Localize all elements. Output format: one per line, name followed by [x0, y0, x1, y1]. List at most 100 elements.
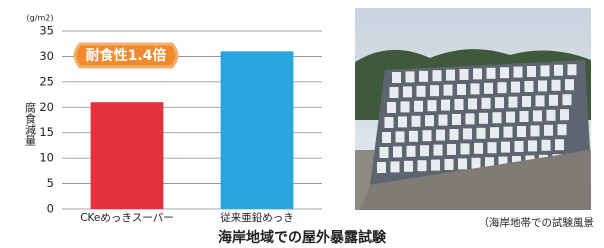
- photo-panel: [441, 100, 450, 111]
- photo-panel: [536, 95, 545, 106]
- photo-panel: [460, 69, 469, 80]
- photo-panel: [423, 130, 432, 141]
- photo-panel: [473, 68, 482, 79]
- photo: [355, 8, 591, 210]
- y-tick-label: 5: [47, 176, 54, 190]
- photo-panel: [404, 161, 413, 172]
- photo-panel: [382, 132, 391, 143]
- photo-panel: [409, 131, 418, 142]
- photo-panel: [506, 112, 515, 123]
- photo-panel: [403, 86, 412, 97]
- photo-panel: [430, 85, 439, 96]
- photo-panel: [472, 158, 481, 169]
- photo-panel: [493, 112, 502, 123]
- photo-panel: [391, 161, 400, 172]
- photo-panel: [522, 96, 531, 107]
- photo-panel: [390, 87, 399, 98]
- photo-panel: [418, 160, 427, 171]
- photo-panel: [474, 143, 483, 154]
- photo-panel: [455, 99, 464, 110]
- y-tick-label: 10: [39, 151, 54, 165]
- photo-panel: [511, 82, 520, 93]
- photo-panel: [488, 142, 497, 153]
- photo-panel: [468, 98, 477, 109]
- photo-panel: [377, 162, 386, 173]
- photo-panel: [445, 159, 454, 170]
- photo-panel: [450, 129, 459, 140]
- photo-panel: [531, 125, 540, 136]
- photo-panel: [457, 84, 466, 95]
- photo-panel: [419, 71, 428, 82]
- y-tick-label: 25: [39, 74, 54, 88]
- y-tick-label: 0: [47, 202, 54, 216]
- photo-panel: [458, 158, 467, 169]
- photo-panel: [447, 144, 456, 155]
- photo-panel: [471, 83, 480, 94]
- badge: 耐食性1.4倍: [75, 44, 177, 67]
- photo-panel: [555, 139, 564, 150]
- photo-panel: [549, 95, 558, 106]
- photo-panel: [487, 68, 496, 79]
- photo-panel: [528, 140, 537, 151]
- photo-panel: [547, 110, 556, 121]
- photo-panel: [520, 111, 529, 122]
- photo-panel: [541, 65, 550, 76]
- photo-panel: [417, 86, 426, 97]
- photo-panel: [392, 72, 401, 83]
- photo-panel: [428, 100, 437, 111]
- photo-panel: [407, 146, 416, 157]
- photo-panel: [495, 97, 504, 108]
- photo-caption: （海岸地帯での試験風景: [479, 216, 595, 229]
- photo-panel: [500, 67, 509, 78]
- photo-panel: [490, 127, 499, 138]
- photo-panel: [463, 128, 472, 139]
- photo-panel: [552, 80, 561, 91]
- x-tick-label: 従来亜鉛めっき: [220, 211, 294, 224]
- photo-panel: [542, 140, 551, 151]
- photo-panel: [514, 67, 523, 78]
- photo-panel: [501, 142, 510, 153]
- bar: [221, 51, 294, 209]
- y-tick-label: 30: [39, 49, 54, 63]
- photo-panel: [398, 116, 407, 127]
- photo-panel: [554, 65, 563, 76]
- x-tick-label: CKeめっきスーパー: [80, 212, 174, 224]
- photo-panel: [533, 110, 542, 121]
- photo-panel: [401, 101, 410, 112]
- photo-panel: [504, 127, 513, 138]
- photo-panel: [431, 160, 440, 171]
- photo-panel: [433, 70, 442, 81]
- photo-panel: [544, 125, 553, 136]
- photo-panel: [412, 116, 421, 127]
- unit-label: (g/m2): [27, 14, 54, 23]
- photo-panel: [525, 81, 534, 92]
- annotation: 耐食性1.4倍: [86, 47, 167, 64]
- photo-panel: [515, 141, 524, 152]
- photo-panel: [436, 130, 445, 141]
- photo-panel: [527, 66, 536, 77]
- photo-panel: [452, 114, 461, 125]
- photo-panel: [414, 101, 423, 112]
- photo-panel: [385, 117, 394, 128]
- photo-panel: [517, 126, 526, 137]
- photo-panel: [482, 98, 491, 109]
- photo-panel: [387, 102, 396, 113]
- caption: 海岸地域での屋外暴露試験: [218, 229, 387, 246]
- photo-panel: [406, 71, 415, 82]
- photo-panel: [439, 115, 448, 126]
- y-tick-label: 15: [39, 125, 54, 139]
- y-tick-label: 20: [39, 100, 54, 114]
- photo-panel: [538, 80, 547, 91]
- photo-panel: [434, 145, 443, 156]
- page: （海岸地帯での試験風景 海岸地域での屋外暴露試験 (g/m2) 腐食減量 051…: [0, 0, 604, 248]
- photo-panel: [425, 115, 434, 126]
- photo-panel: [479, 113, 488, 124]
- photo-panel: [509, 97, 518, 108]
- photo-panel: [484, 83, 493, 94]
- photo-panel: [380, 147, 389, 158]
- y-tick-label: 35: [39, 24, 54, 38]
- photo-panel: [444, 85, 453, 96]
- photo-panel: [560, 109, 569, 120]
- photo-panel: [563, 94, 572, 105]
- photo-panel: [568, 64, 577, 75]
